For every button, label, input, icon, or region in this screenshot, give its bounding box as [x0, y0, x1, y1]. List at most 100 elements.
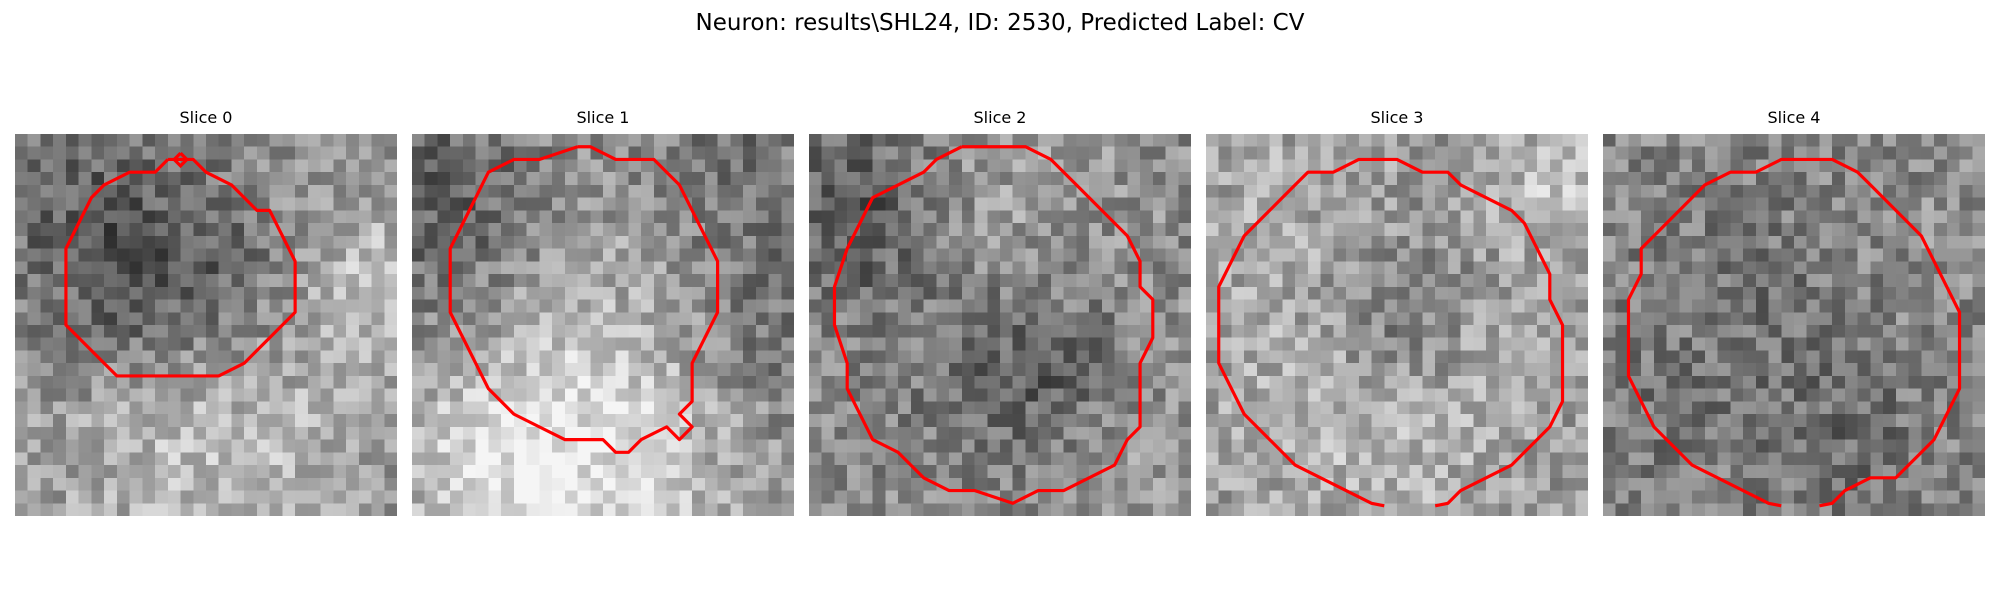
- pixel: [809, 388, 822, 402]
- pixel: [1371, 299, 1385, 313]
- pixel: [974, 325, 988, 338]
- pixel: [1819, 274, 1833, 288]
- pixel: [1794, 414, 1807, 428]
- pixel: [193, 477, 207, 491]
- pixel: [1704, 235, 1718, 249]
- pixel: [450, 134, 464, 147]
- pixel: [1063, 426, 1077, 440]
- pixel: [847, 274, 861, 288]
- pixel: [987, 325, 1001, 338]
- pixel: [704, 452, 718, 466]
- pixel: [1768, 134, 1782, 147]
- pixel: [1460, 363, 1474, 377]
- pixel: [1883, 184, 1897, 198]
- pixel: [488, 490, 502, 504]
- pixel: [53, 414, 67, 428]
- pixel: [1346, 325, 1360, 338]
- pixel: [295, 350, 309, 364]
- pixel: [1206, 337, 1219, 351]
- pixel: [1152, 286, 1166, 300]
- pixel: [320, 375, 334, 389]
- pixel: [269, 350, 283, 364]
- pixel: [1498, 439, 1512, 453]
- pixel: [1768, 350, 1782, 364]
- pixel: [412, 134, 425, 147]
- pixel: [193, 146, 207, 160]
- pixel: [1346, 197, 1360, 211]
- pixel: [1140, 235, 1154, 249]
- pixel: [1295, 312, 1309, 326]
- pixel: [1908, 159, 1922, 173]
- pixel: [307, 503, 321, 516]
- pixel: [1857, 452, 1871, 466]
- pixel: [987, 414, 1001, 428]
- pixel: [577, 401, 591, 415]
- pixel: [1063, 184, 1077, 198]
- pixel: [437, 426, 451, 440]
- pixel: [1603, 159, 1616, 173]
- pixel: [1921, 197, 1935, 211]
- pixel: [1000, 477, 1013, 491]
- pixel: [256, 197, 270, 211]
- pixel: [424, 465, 438, 479]
- pixel: [885, 146, 899, 160]
- pixel: [1486, 477, 1500, 491]
- pixel: [1511, 261, 1525, 275]
- pixel: [1333, 248, 1347, 262]
- pixel: [1295, 452, 1309, 466]
- pixel: [1358, 477, 1372, 491]
- pixel: [1653, 261, 1667, 275]
- pixel: [295, 172, 309, 186]
- pixel: [346, 401, 360, 415]
- pixel: [231, 134, 245, 147]
- pixel: [320, 134, 334, 147]
- pixel: [872, 261, 886, 275]
- pixel: [1012, 337, 1026, 351]
- pixel: [987, 388, 1001, 402]
- pixel: [501, 477, 515, 491]
- pixel: [781, 477, 794, 491]
- pixel: [1972, 210, 1985, 224]
- pixel: [847, 477, 861, 491]
- pixel: [320, 197, 334, 211]
- pixel: [1755, 210, 1769, 224]
- pixel: [1959, 490, 1973, 504]
- pixel: [1895, 261, 1909, 275]
- pixel: [244, 248, 258, 262]
- pixel: [1562, 235, 1576, 249]
- pixel: [821, 184, 835, 198]
- pixel: [1794, 312, 1807, 326]
- pixel: [1012, 439, 1026, 453]
- pixel: [552, 388, 566, 402]
- pixel: [269, 401, 283, 415]
- pixel: [1537, 439, 1551, 453]
- pixel: [155, 452, 169, 466]
- pixel: [1050, 172, 1064, 186]
- pixel: [1806, 261, 1820, 275]
- pixel: [462, 503, 476, 516]
- contour-outline-4: [1626, 157, 1962, 508]
- pixel: [653, 184, 667, 198]
- pixel: [1628, 325, 1642, 338]
- pixel: [1781, 350, 1795, 364]
- pixel: [27, 414, 41, 428]
- pixel: [1959, 452, 1973, 466]
- pixel: [768, 146, 782, 160]
- pixel: [1717, 490, 1731, 504]
- pixel: [488, 439, 502, 453]
- pixel: [1050, 235, 1064, 249]
- pixel: [1562, 401, 1576, 415]
- pixel: [859, 172, 873, 186]
- pixel: [949, 172, 963, 186]
- pixel: [603, 274, 616, 288]
- pixel: [1114, 134, 1128, 147]
- pixel: [692, 184, 706, 198]
- pixel: [1806, 452, 1820, 466]
- pixel: [974, 172, 988, 186]
- pixel: [346, 134, 360, 147]
- pixel: [564, 350, 578, 364]
- pixel: [244, 235, 258, 249]
- pixel: [1857, 350, 1871, 364]
- pixel: [1498, 477, 1512, 491]
- pixel: [116, 248, 130, 262]
